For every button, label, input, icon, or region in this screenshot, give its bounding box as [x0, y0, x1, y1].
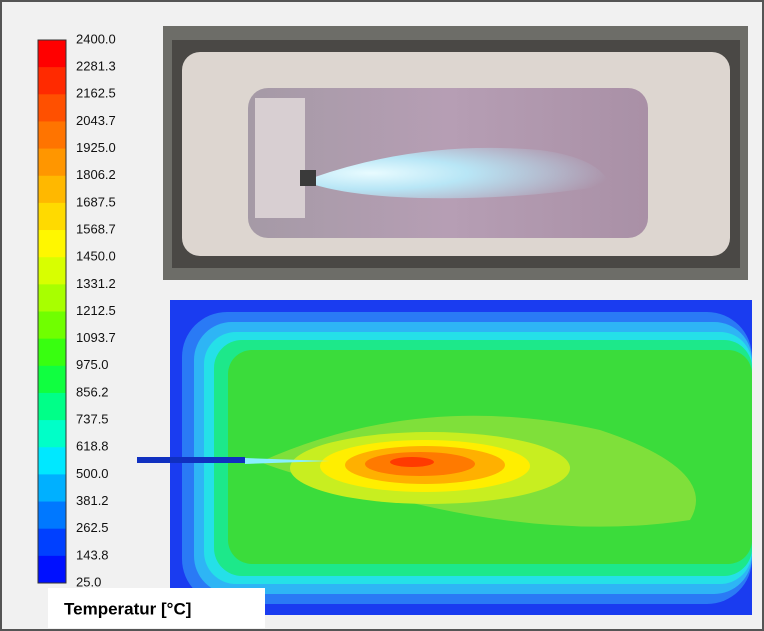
colorbar-label: 2043.7 [76, 113, 116, 128]
colorbar-band [38, 339, 66, 367]
colorbar [38, 40, 66, 584]
colorbar-label: 1331.2 [76, 276, 116, 291]
colorbar-band [38, 94, 66, 122]
colorbar-band [38, 121, 66, 149]
colorbar-label: 1450.0 [76, 249, 116, 264]
colorbar-band [38, 67, 66, 95]
colorbar-band [38, 529, 66, 557]
colorbar-label: 262.5 [76, 520, 109, 535]
colorbar-title: Temperatur [°C] [64, 599, 191, 618]
colorbar-band [38, 447, 66, 475]
colorbar-band [38, 312, 66, 340]
colorbar-label: 500.0 [76, 466, 109, 481]
colorbar-label: 1212.5 [76, 303, 116, 318]
colorbar-label: 856.2 [76, 384, 109, 399]
colorbar-band [38, 203, 66, 231]
photo [163, 26, 748, 280]
colorbar-band [38, 420, 66, 448]
colorbar-label: 2281.3 [76, 59, 116, 74]
colorbar-band [38, 556, 66, 584]
colorbar-band [38, 40, 66, 68]
colorbar-label: 1806.2 [76, 167, 116, 182]
colorbar-label: 143.8 [76, 547, 109, 562]
colorbar-band [38, 366, 66, 394]
colorbar-band [38, 176, 66, 204]
figure: 2400.0 2281.3 2162.5 2043.7 1925.0 1806.2 1687… [0, 0, 764, 631]
colorbar-band [38, 284, 66, 312]
colorbar-label: 618.8 [76, 439, 109, 454]
contour-plot [137, 300, 752, 615]
colorbar-band [38, 230, 66, 258]
colorbar-band [38, 393, 66, 421]
colorbar-label: 975.0 [76, 357, 109, 372]
colorbar-label: 1568.7 [76, 221, 116, 236]
colorbar-label: 737.5 [76, 412, 109, 427]
colorbar-label: 1925.0 [76, 140, 116, 155]
colorbar-band [38, 149, 66, 177]
colorbar-label: 1687.5 [76, 194, 116, 209]
colorbar-label: 2162.5 [76, 86, 116, 101]
colorbar-band [38, 502, 66, 530]
colorbar-label: 1093.7 [76, 330, 116, 345]
colorbar-label: 381.2 [76, 493, 109, 508]
colorbar-band [38, 257, 66, 285]
colorbar-band [38, 474, 66, 502]
colorbar-label: 2400.0 [76, 31, 116, 46]
colorbar-label: 25.0 [76, 574, 101, 589]
